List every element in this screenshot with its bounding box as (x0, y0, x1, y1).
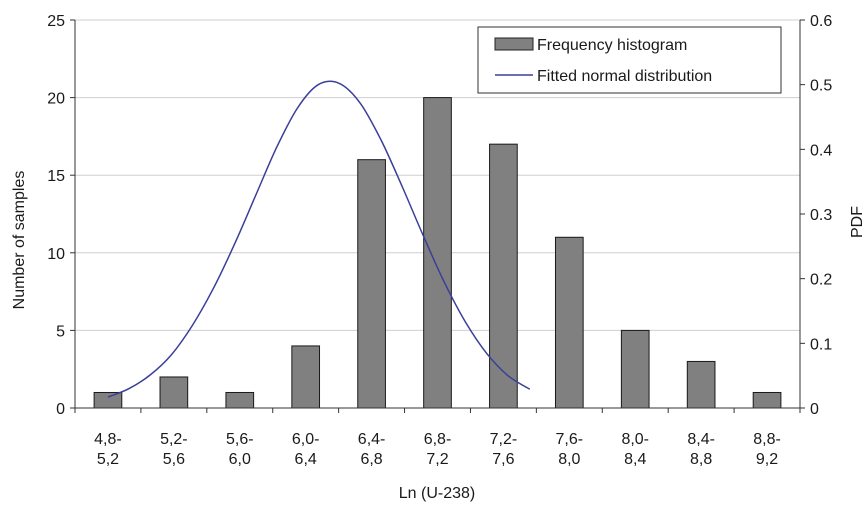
x-tick-label: 4,8-5,2 (94, 431, 122, 468)
y-tick-label: 10 (47, 246, 65, 263)
y2-tick-label: 0 (810, 401, 819, 418)
bar (225, 391, 255, 409)
legend: Frequency histogram Fitted normal distri… (477, 26, 782, 94)
legend-label-histogram: Frequency histogram (537, 37, 687, 54)
y2-tick-label: 0.6 (810, 13, 832, 30)
y-axis-ticks: 0 5 10 15 20 25 (47, 13, 75, 418)
y-tick-label: 5 (56, 323, 65, 340)
bar (291, 345, 321, 409)
legend-swatch-bar (494, 37, 534, 51)
y2-tick-label: 0.3 (810, 207, 832, 224)
legend-label-normal: Fitted normal distribution (537, 68, 712, 85)
y-tick-label: 20 (47, 91, 65, 108)
x-tick-label: 5,6-6,0 (226, 431, 254, 468)
y-tick-label: 25 (47, 13, 65, 30)
x-tick-label: 8,0-8,4 (621, 431, 649, 468)
x-tick-label: 6,8-7,2 (424, 431, 452, 468)
bar (93, 391, 123, 409)
bar (752, 391, 782, 409)
x-tick-label: 5,2-5,6 (160, 431, 188, 468)
fitted-normal-curve (107, 80, 531, 398)
x-axis-ticks: 4,8-5,2 5,2-5,6 5,6-6,0 6,0-6,4 6,4-6,8 6,8-7… (74, 408, 801, 468)
x-tick-label: 7,6-8,0 (556, 431, 584, 468)
bar (159, 376, 189, 409)
x-tick-label: 7,2-7,6 (490, 431, 518, 468)
x-tick-label: 8,4-8,8 (687, 431, 715, 468)
y2-tick-label: 0.4 (810, 142, 832, 159)
bar (620, 329, 650, 409)
bar (554, 236, 584, 409)
y-tick-label: 0 (56, 401, 65, 418)
bar (686, 360, 716, 409)
bar (357, 159, 386, 409)
y2-tick-label: 0.2 (810, 272, 832, 289)
y2-axis-title: PDF (849, 206, 865, 238)
bar (423, 97, 452, 409)
y2-tick-label: 0.1 (810, 336, 832, 353)
bar (489, 143, 518, 409)
x-axis-title: Ln (U-238) (399, 485, 475, 502)
x-tick-label: 8,8-9,2 (753, 431, 781, 468)
bar-series (93, 97, 782, 409)
x-tick-label: 6,0-6,4 (292, 431, 320, 468)
y-axis-title: Number of samples (11, 171, 28, 310)
x-tick-label: 6,4-6,8 (358, 431, 386, 468)
y2-tick-label: 0.5 (810, 78, 832, 95)
y-tick-label: 15 (47, 168, 65, 185)
y2-axis-ticks: 0 0.1 0.2 0.3 0.4 0.5 0.6 (800, 13, 832, 418)
